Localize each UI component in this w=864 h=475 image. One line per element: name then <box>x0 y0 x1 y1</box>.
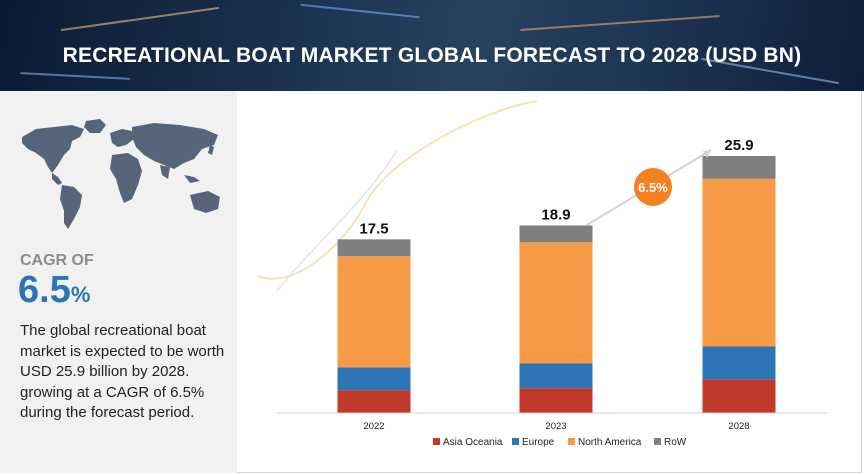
cagr-bubble <box>634 168 672 206</box>
bar-segment-north-america-2022 <box>337 256 411 368</box>
cagr-number: 6.5 <box>18 269 71 311</box>
title-part-1: RECREATIONAL BOAT MARKET <box>62 44 398 67</box>
cagr-value: 6.5% <box>18 269 90 312</box>
bar-segment-row-2028 <box>702 156 776 179</box>
title-part-2: GLOBAL FORECAST TO 2028 (USD BN) <box>397 44 802 67</box>
bar-segment-row-2023 <box>519 225 593 243</box>
bar-segment-asia-oceania-2022 <box>337 390 411 413</box>
total-label-2022: 17.5 <box>359 220 388 237</box>
cagr-label: CAGR OF <box>20 252 94 269</box>
total-label-2028: 25.9 <box>724 137 753 154</box>
bar-segment-north-america-2023 <box>519 242 593 364</box>
bar-segment-europe-2023 <box>519 363 593 389</box>
legend-swatch-north-america <box>568 438 575 445</box>
title-banner: RECREATIONAL BOAT MARKET GLOBAL FORECAST… <box>0 0 864 91</box>
world-map-icon <box>22 119 220 229</box>
x-tick-label-2023: 2023 <box>545 421 566 432</box>
page-title: RECREATIONAL BOAT MARKET GLOBAL FORECAST… <box>0 44 864 68</box>
cagr-bubble-label: 6.5% <box>638 180 668 195</box>
decorative-swirl <box>256 100 538 280</box>
bar-segment-north-america-2028 <box>702 178 776 347</box>
legend-label-north-america: North America <box>578 437 642 448</box>
bar-segment-europe-2028 <box>702 346 776 380</box>
summary-panel: CAGR OF 6.5% The global recreational boa… <box>0 91 237 473</box>
x-tick-label-2028: 2028 <box>728 421 749 432</box>
market-description: The global recreational boat market is e… <box>20 322 225 421</box>
total-label-2023: 18.9 <box>541 206 570 223</box>
legend-swatch-asia-oceania <box>433 438 440 445</box>
x-tick-label-2022: 2022 <box>363 421 384 432</box>
legend-label-asia-oceania: Asia Oceania <box>443 437 503 448</box>
cagr-arrowhead <box>703 150 711 158</box>
legend-swatch-row <box>654 438 661 445</box>
bar-segment-row-2022 <box>337 239 411 257</box>
legend-swatch-europe <box>512 438 519 445</box>
bar-segment-asia-oceania-2023 <box>519 388 593 413</box>
cagr-unit: % <box>70 282 91 307</box>
bar-segment-europe-2022 <box>337 367 411 391</box>
decorative-swirl-2 <box>276 150 398 292</box>
bar-segment-asia-oceania-2028 <box>702 379 776 413</box>
stacked-bar-chart: 17.5 18.9 25.9 6.5% 2022 2023 2028 Asia Ocea… <box>256 100 827 448</box>
legend-label-row: RoW <box>664 437 687 448</box>
legend-label-europe: Europe <box>522 437 555 448</box>
